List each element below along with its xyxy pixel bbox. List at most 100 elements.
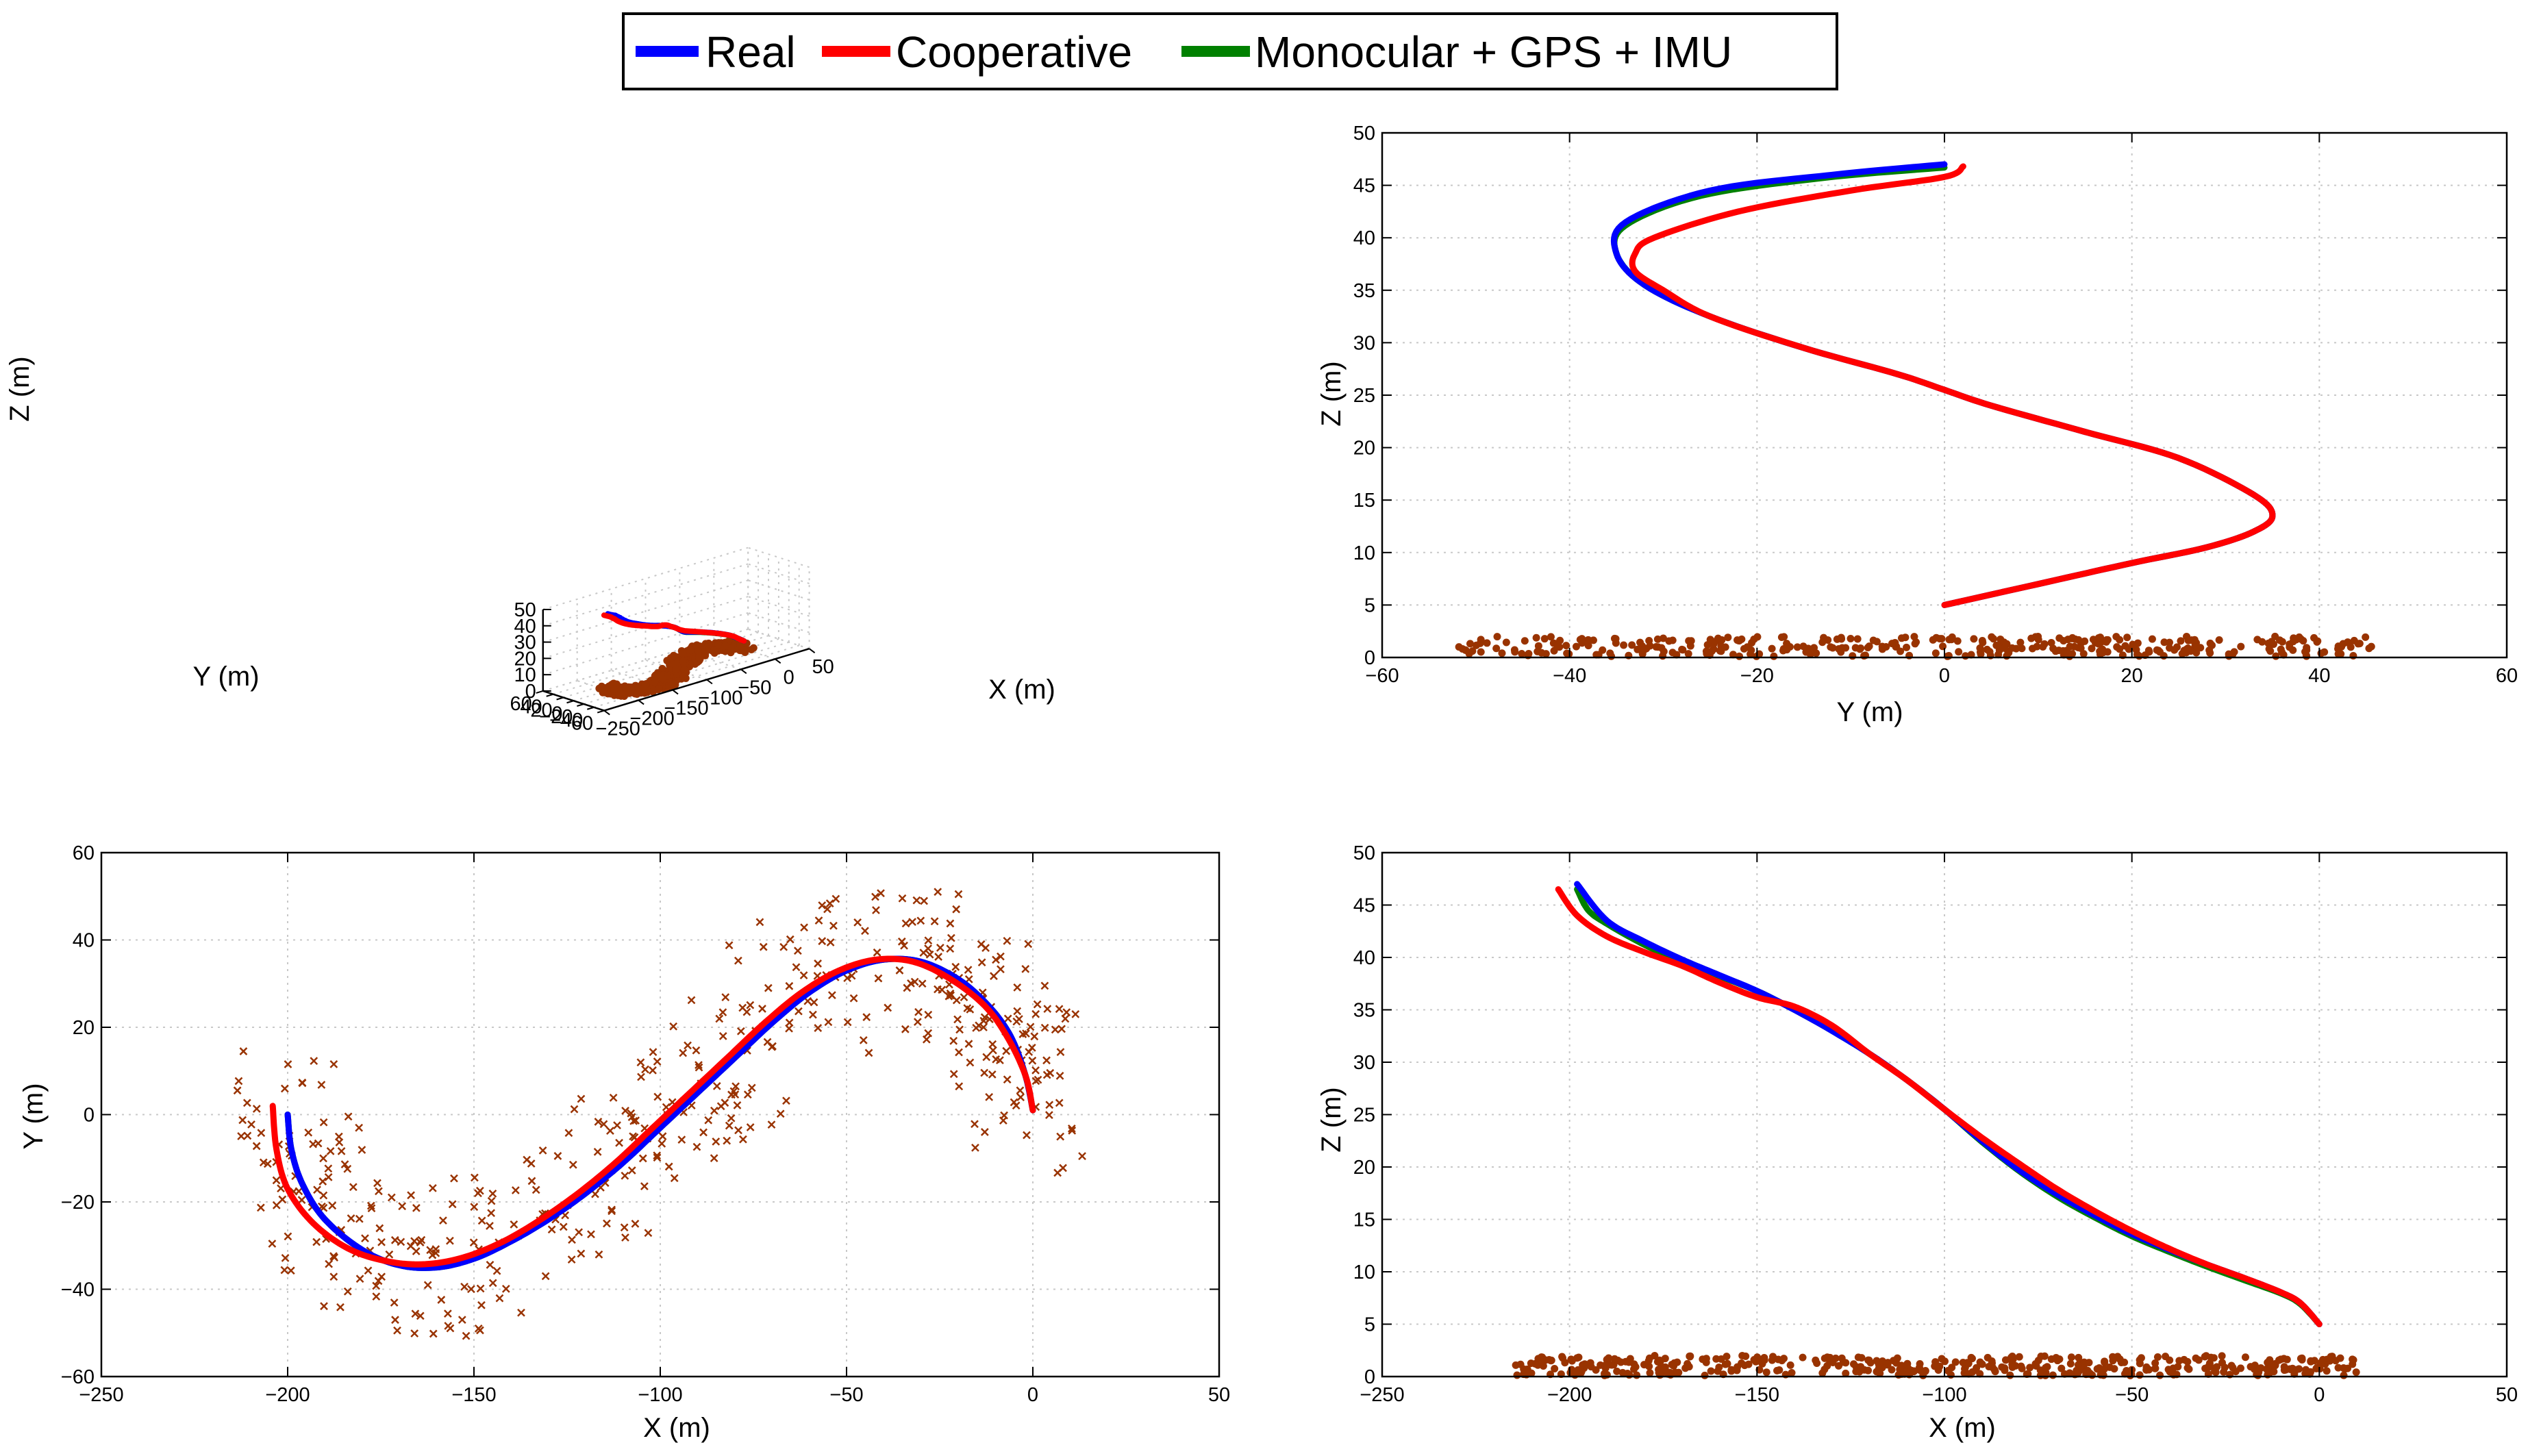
yz-landmark [2349,652,2357,660]
xy-landmark [1059,1164,1067,1172]
xz-landmark [1983,1353,1992,1361]
xy-landmark [972,1023,981,1032]
3d-ytick-label: −60 [560,713,593,735]
3d-landmark [714,640,723,649]
yz-landmark [1477,648,1485,656]
xy-landmark [999,1116,1008,1125]
xz-landmark [2151,1364,2160,1372]
xy-landmark [326,1146,335,1155]
xz-landmark [1875,1364,1883,1372]
3d-landmark [658,675,666,683]
xy-landmark [712,1138,721,1146]
xz-landmark [2218,1352,2226,1360]
xy-landmark [471,1173,479,1182]
xz-landmark [2156,1371,2164,1379]
xy-landmark [615,1138,623,1147]
xy-landmark [1051,1025,1060,1034]
xy-landmark [718,1008,727,1017]
xy-landmark [372,1281,381,1290]
xy-series-real [284,955,1036,1271]
xy-landmark [996,1056,1004,1065]
yz-xtick-label: 0 [1939,665,1950,687]
xz-ytick-label: 40 [1353,947,1375,969]
xz-landmark [2066,1359,2075,1368]
xy-landmark [934,888,942,896]
yz-landmark [1897,647,1905,655]
xz-landmark [2229,1364,2237,1372]
xz-landmark [2037,1353,2045,1361]
xz-landmark [1644,1357,1653,1365]
xy-landmark [319,1154,327,1163]
plot-yz-xlabel: Y (m) [1836,697,1903,727]
xy-landmark [677,1135,686,1144]
xz-landmark [1916,1366,1925,1375]
plot-3d-zlabel: Z (m) [5,356,35,422]
xy-landmark [429,1329,438,1338]
xy-landmark [286,1266,295,1275]
yz-ytick-label: 50 [1353,123,1375,145]
yz-landmark [2000,638,2008,647]
3d-xtick-label: 50 [812,656,834,678]
xy-xtick-label: −200 [265,1384,310,1406]
3d-ztick-label: 0 [525,681,536,703]
xy-landmark [1043,1005,1052,1013]
yz-landmark [2278,638,2286,646]
xy-landmark [313,1185,321,1194]
yz-xtick-label: −40 [1553,665,1586,687]
yz-landmark [2225,650,2233,658]
xy-landmark [606,1127,614,1135]
xy-landmark [653,1151,662,1160]
xy-landmark [234,1077,243,1085]
xy-landmark [913,1018,922,1027]
xy-landmark [990,972,998,981]
yz-ytick-label: 5 [1364,594,1375,616]
yz-ytick-label: 30 [1353,332,1375,354]
xy-landmark [1055,1005,1064,1014]
xy-landmark [952,905,961,914]
xz-xtick-label: −250 [1360,1384,1404,1406]
yz-landmark [1860,652,1868,660]
xy-landmark [377,1238,386,1246]
xy-landmark [779,942,788,951]
yz-landmark [2123,633,2131,642]
3d-ytick-mark [587,706,595,710]
xy-landmark [329,1272,338,1281]
xy-landmark [1028,1056,1037,1065]
yz-landmark [2097,633,2105,642]
yz-landmark [1948,633,1956,641]
yz-landmark [1657,644,1666,652]
xy-landmark [462,1331,471,1340]
xz-landmark [1633,1371,1641,1379]
xz-landmark [2241,1353,2249,1361]
xy-landmark [233,1086,242,1095]
xy-landmark [295,1187,303,1196]
xy-landmark [849,994,858,1003]
3d-ytick-mark [546,693,553,697]
xy-landmark [704,1116,713,1125]
xz-landmark [2257,1364,2265,1372]
xy-landmark [1012,1101,1021,1110]
xy-landmark [1018,1030,1027,1038]
plot-xz-xlabel: X (m) [1929,1413,1996,1443]
xy-landmark [653,1057,662,1066]
xy-landmark [934,985,942,994]
3d-ytick-label: −20 [539,706,573,728]
xy-landmark [823,905,831,914]
yz-landmark [2028,644,2036,653]
xy-landmark [814,916,823,925]
xz-landmark [1587,1363,1595,1371]
yz-ytick-label: 25 [1353,385,1375,407]
xy-landmark [736,1027,745,1035]
yz-landmark [2193,642,2201,651]
yz-landmark [2129,640,2137,649]
yz-landmark [2292,636,2300,644]
xy-landmark [746,1001,755,1009]
yz-landmark [1962,652,1970,660]
xz-landmark [1625,1358,1633,1366]
3d-landmark [601,684,610,692]
xy-landmark [1016,1093,1025,1102]
3d-landmark [651,678,659,686]
xy-landmark [1026,1022,1035,1031]
xy-landmark [637,1072,645,1081]
